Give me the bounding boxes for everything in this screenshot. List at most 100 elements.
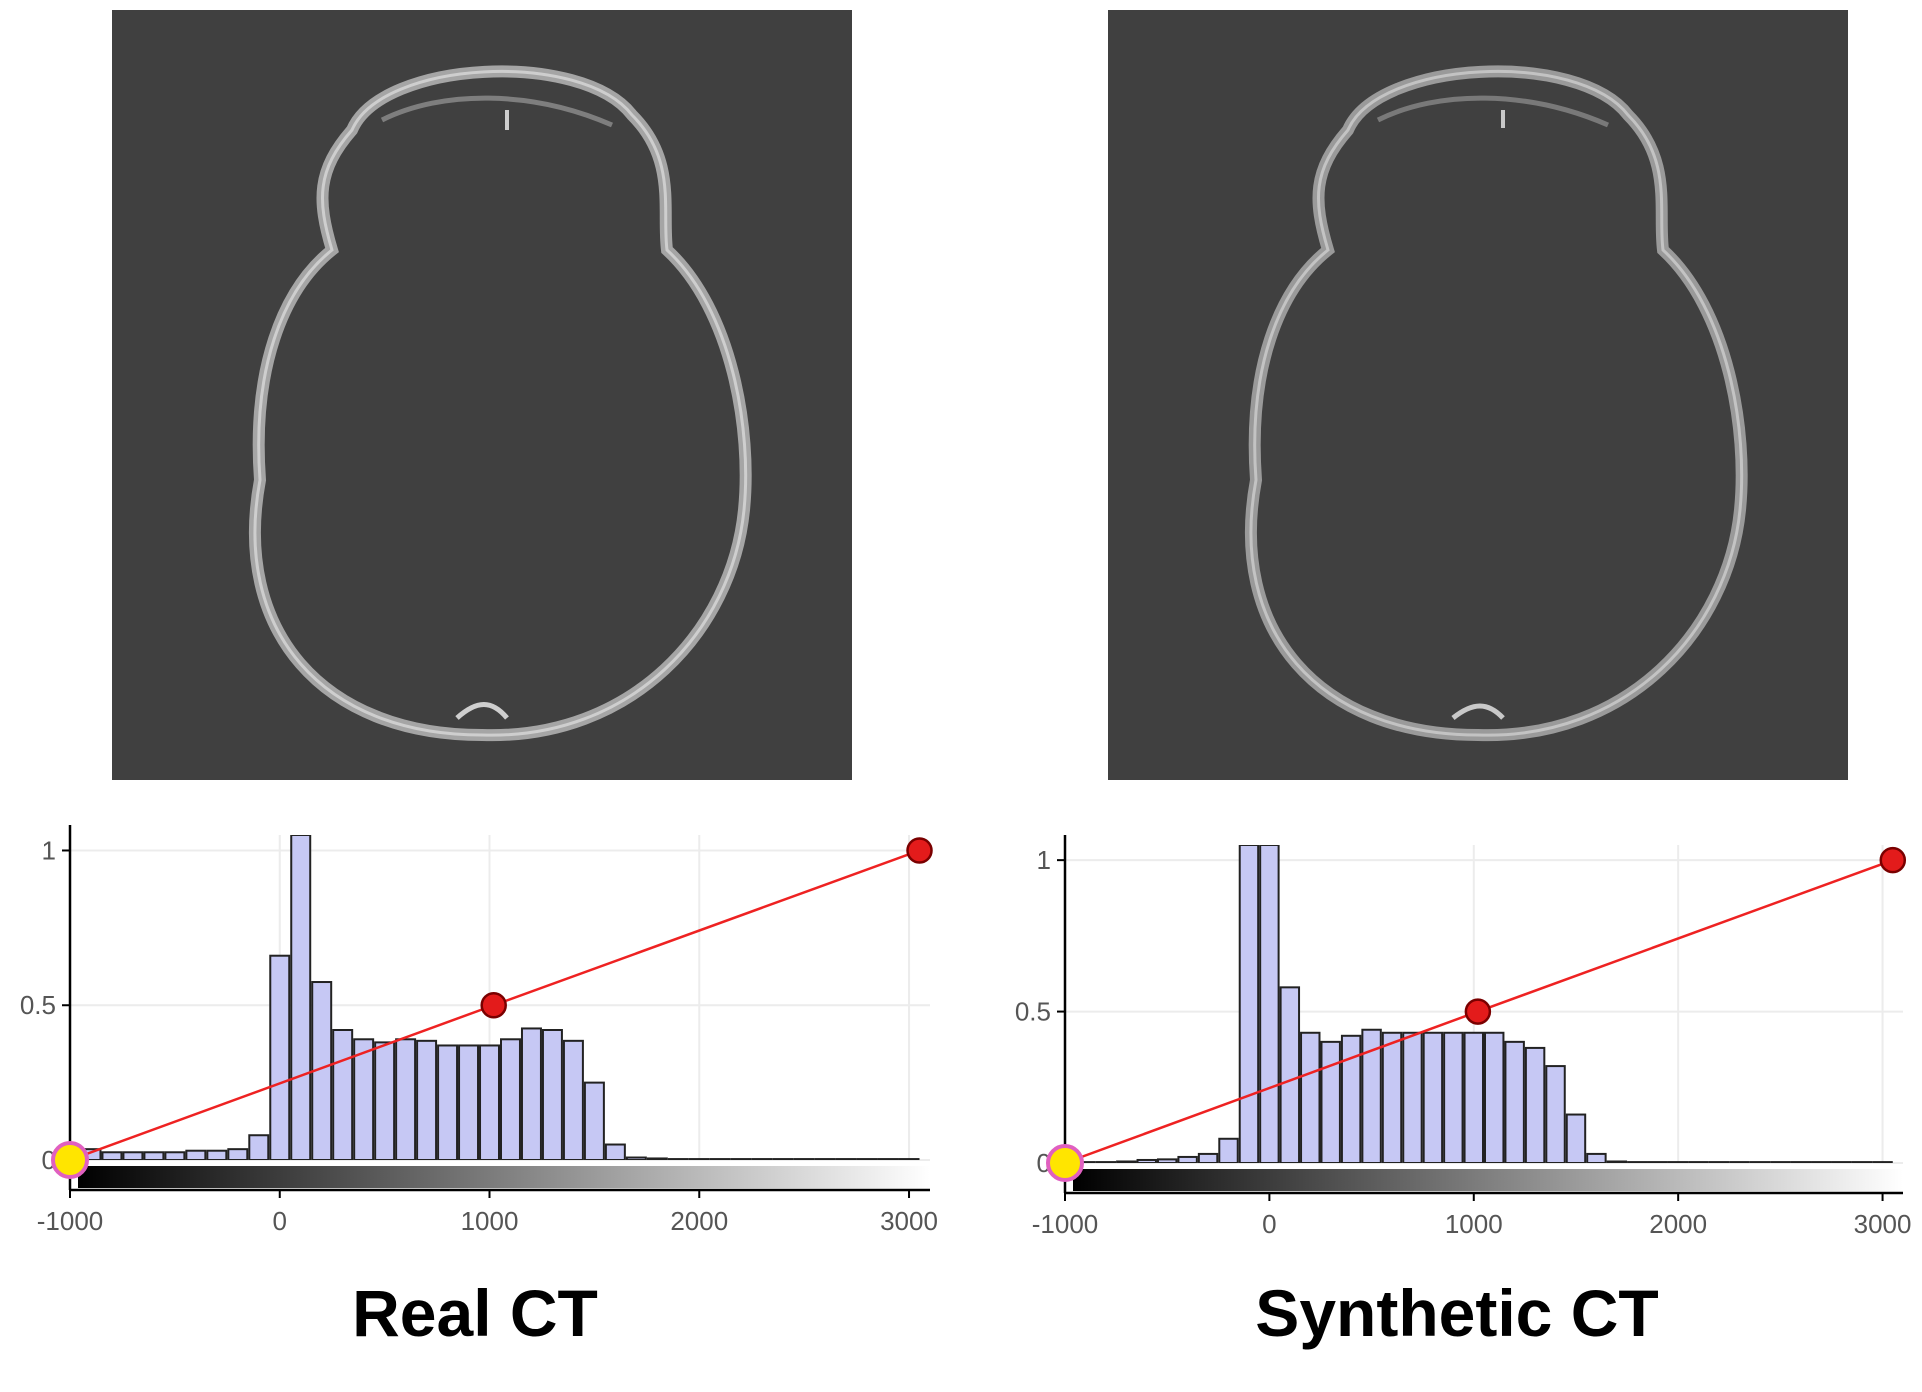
skull-slice-image [249,65,752,742]
histogram-bar [1851,1161,1873,1163]
transfer-control-point[interactable] [906,837,933,864]
histogram-bar [1197,1152,1219,1163]
y-tick-label: 1 [1037,845,1051,875]
histogram-bar [1484,1031,1505,1163]
histogram-bar [541,1029,563,1160]
transfer-control-point-selected[interactable] [1046,1144,1084,1182]
x-tick-label: -1000 [1032,1209,1099,1239]
x-tick-label: 2000 [1649,1209,1707,1239]
histogram-bar [437,1044,459,1160]
histogram-bar [1156,1158,1178,1163]
histogram-bar [1238,845,1260,1163]
colormap-gradient-bar [78,1166,930,1188]
histogram-bar [1831,1161,1852,1163]
histogram-bar [479,1044,500,1160]
transfer-control-point[interactable] [1879,846,1907,874]
histogram-bar [604,1143,626,1160]
histogram-bar [1586,1152,1607,1163]
histogram-bar [1402,1031,1423,1163]
histogram-bar [458,1044,480,1160]
histogram-bar [1688,1161,1709,1163]
histogram-bar [751,1158,773,1160]
histogram-bar [143,1151,165,1160]
skull-slice-image [1245,65,1748,742]
histogram-bar [374,1041,396,1160]
y-tick-label: 0 [1037,1148,1051,1178]
x-tick-label: 3000 [880,1206,938,1236]
histogram-bar [835,1158,857,1160]
transfer-control-point[interactable] [480,991,507,1019]
histogram-bar [1300,1031,1321,1163]
histogram-bar [814,1158,836,1160]
histogram-bar [1647,1161,1668,1163]
histogram-bar [898,1158,920,1160]
histogram-bar [1177,1155,1198,1163]
caption-synthetic-ct: Synthetic CT [1255,1276,1659,1350]
histogram-bar [1565,1113,1587,1163]
histogram-bar [101,1151,123,1160]
histogram-bar [1504,1040,1525,1163]
x-tick-label: 1000 [461,1206,519,1236]
transfer-control-point[interactable] [1464,998,1492,1025]
x-tick-label: 2000 [670,1206,728,1236]
histogram-bar [1790,1161,1812,1163]
histogram-bar [227,1148,249,1160]
histogram-bar [248,1134,270,1160]
histogram-bar [562,1039,584,1160]
histogram-bar [122,1151,144,1160]
histogram-bar [1770,1161,1791,1163]
histogram-bar [793,1158,815,1160]
histogram-bar [520,1027,542,1160]
y-tick-label: 0 [42,1145,56,1175]
histogram-bar [1340,1034,1362,1163]
histogram-bar [1259,845,1280,1163]
x-tick-label: -1000 [37,1206,104,1236]
histogram-bar [269,954,291,1160]
histogram-bar [1218,1137,1239,1163]
histogram-bar [1524,1046,1546,1163]
x-tick-label: 1000 [1445,1209,1503,1239]
y-tick-label: 0.5 [20,990,56,1020]
histogram-bar [1749,1161,1771,1163]
histogram-bar [1116,1160,1137,1163]
histogram-bar [1095,1161,1117,1163]
histogram-bar [1545,1065,1566,1163]
histogram-bar [667,1158,689,1160]
histogram-bars [1075,845,1893,1163]
histogram-bar [1136,1158,1157,1163]
ct-image-synthetic [1108,10,1848,780]
histogram-bar [353,1038,375,1160]
x-tick-label: 3000 [1854,1209,1912,1239]
histogram-bar [877,1158,899,1160]
histogram-bar [500,1038,521,1160]
transfer-control-point-selected[interactable] [51,1141,89,1179]
histogram-bar [185,1149,207,1160]
colormap-gradient-bar [1073,1169,1903,1191]
y-tick-label: 0.5 [1015,997,1051,1027]
histogram-bar [1606,1160,1628,1163]
histogram-bar [1463,1031,1484,1163]
histogram-bar [625,1156,647,1160]
x-tick-label: 0 [273,1206,287,1236]
histogram-bar [395,1038,417,1160]
histogram-bar [1381,1031,1403,1163]
histogram-real-ct: -1000 0 1000 2000 3000 0 0.5 1 [20,825,938,1236]
histogram-bar [709,1158,731,1160]
ct-image-real [112,10,852,780]
caption-real-ct: Real CT [352,1276,598,1350]
histogram-bar [1627,1161,1648,1163]
histogram-bar [1729,1161,1750,1163]
histogram-bar [583,1081,605,1160]
x-tick-label: 0 [1262,1209,1276,1239]
histogram-bar [772,1158,794,1160]
histogram-bar [1279,986,1301,1163]
histogram-bar [856,1158,878,1160]
histogram-bar [688,1158,710,1160]
histogram-bar [1811,1161,1832,1163]
histogram-bar [1708,1161,1730,1163]
histogram-bar [1422,1031,1444,1163]
histogram-bar [1320,1040,1341,1163]
histogram-bars [80,835,920,1160]
y-tick-label: 1 [42,835,56,865]
histogram-bar [164,1151,186,1160]
